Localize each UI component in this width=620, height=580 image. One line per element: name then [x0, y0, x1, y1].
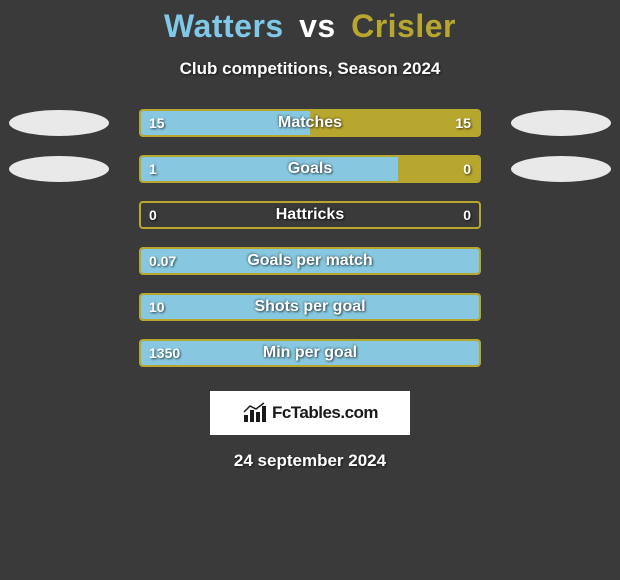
ellipse-spacer: [9, 340, 109, 366]
player2-ellipse: [511, 110, 611, 136]
ellipse-spacer: [511, 340, 611, 366]
stat-label: Goals: [141, 157, 479, 181]
stat-row: 1350Min per goal: [0, 339, 620, 367]
stat-row: 00Hattricks: [0, 201, 620, 229]
ellipse-spacer: [511, 248, 611, 274]
page-title: Watters vs Crisler: [0, 8, 620, 45]
stat-row: 10Goals: [0, 155, 620, 183]
player1-name: Watters: [164, 8, 284, 44]
stat-bar: 00Hattricks: [139, 201, 481, 229]
stat-bar: 10Shots per goal: [139, 293, 481, 321]
stat-label: Shots per goal: [141, 295, 479, 319]
stat-row: 10Shots per goal: [0, 293, 620, 321]
brand-chart-icon: [242, 402, 268, 424]
stat-row: 0.07Goals per match: [0, 247, 620, 275]
stat-label: Goals per match: [141, 249, 479, 273]
stat-row: 1515Matches: [0, 109, 620, 137]
ellipse-spacer: [9, 248, 109, 274]
stat-bar: 1350Min per goal: [139, 339, 481, 367]
player2-name: Crisler: [351, 8, 456, 44]
stat-bar: 0.07Goals per match: [139, 247, 481, 275]
brand-text: FcTables.com: [272, 403, 378, 423]
player1-ellipse: [9, 156, 109, 182]
ellipse-spacer: [9, 294, 109, 320]
stat-rows: 1515Matches 10Goals 00Hattricks 0.07Goals p…: [0, 109, 620, 367]
versus-text: vs: [299, 8, 336, 44]
player2-ellipse: [511, 156, 611, 182]
subtitle: Club competitions, Season 2024: [0, 59, 620, 79]
date: 24 september 2024: [0, 451, 620, 471]
stat-label: Min per goal: [141, 341, 479, 365]
player1-ellipse: [9, 110, 109, 136]
stat-label: Matches: [141, 111, 479, 135]
ellipse-spacer: [9, 202, 109, 228]
comparison-infographic: Watters vs Crisler Club competitions, Se…: [0, 0, 620, 471]
ellipse-spacer: [511, 202, 611, 228]
stat-label: Hattricks: [141, 203, 479, 227]
brand-box: FcTables.com: [210, 391, 410, 435]
ellipse-spacer: [511, 294, 611, 320]
stat-bar: 1515Matches: [139, 109, 481, 137]
stat-bar: 10Goals: [139, 155, 481, 183]
